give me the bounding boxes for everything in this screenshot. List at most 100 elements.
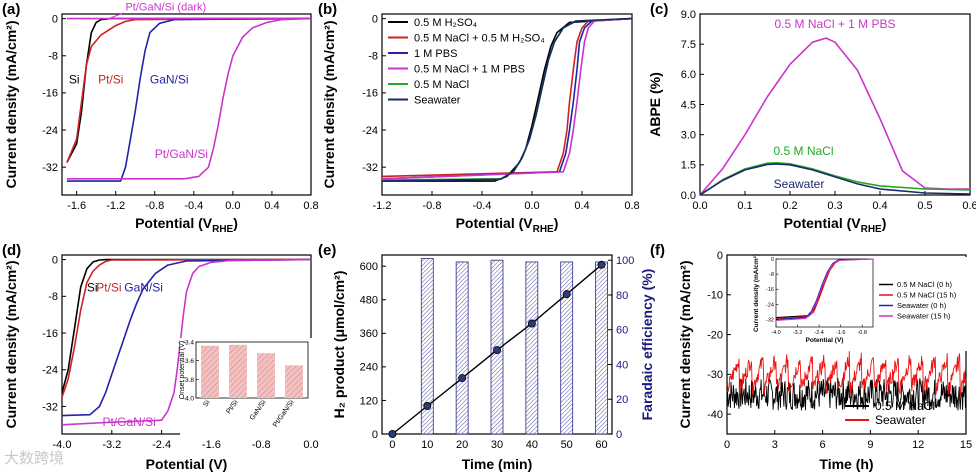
- x-tick-label: 0: [389, 439, 395, 451]
- inset-y-tick-label: -16: [766, 287, 774, 293]
- x-tick-label: 0.3: [827, 200, 842, 212]
- x-tick-label: 0.6: [962, 200, 976, 212]
- y-tick-label: 0.0: [681, 190, 696, 202]
- series-line: [66, 17, 311, 163]
- faradaic-bar: [560, 261, 574, 435]
- series-line: [61, 258, 312, 417]
- y-right-axis-label: Faradaic efficiency (%): [639, 269, 655, 421]
- y-right-tick-label: 0: [616, 429, 622, 441]
- x-tick-label: 30: [491, 439, 503, 451]
- series-line: [61, 258, 312, 398]
- h2-product-point: [492, 346, 501, 355]
- y-tick-label: -32: [42, 401, 58, 413]
- series-line: [61, 258, 312, 426]
- inset-bar: [229, 344, 247, 398]
- inset-category-label: Si: [202, 399, 212, 408]
- inset-y-axis-label: Current density (mA/cm²): [753, 254, 760, 332]
- y-tick-label: 1.5: [681, 160, 696, 172]
- inset-x-tick-label: -4.0: [771, 330, 780, 336]
- y-tick-label: -10: [707, 290, 723, 302]
- plot-frame: [699, 13, 971, 196]
- x-tick-label: 0.5: [917, 200, 932, 212]
- y-tick-label: 7.5: [681, 39, 696, 51]
- series-label-pbs: 0.5 M NaCl + 1 M PBS: [774, 17, 895, 31]
- x-tick-label: 12: [912, 439, 924, 451]
- y-tick-label: 600: [360, 261, 378, 273]
- y-tick-label: -32: [42, 162, 58, 174]
- x-tick-label: -0.8: [145, 200, 164, 212]
- inset-legend-label: Seawater (0 h): [897, 301, 947, 310]
- faradaic-bar: [595, 261, 608, 435]
- faradaic-bar: [420, 258, 434, 435]
- series-label-si: Si: [69, 73, 80, 87]
- h2-product-point: [597, 260, 606, 269]
- x-tick-label: -3.2: [102, 439, 121, 451]
- x-tick-label: 40: [526, 439, 538, 451]
- series-line: [381, 17, 633, 178]
- x-tick-label: -2.4: [152, 439, 171, 451]
- legend-label: Seawater: [414, 95, 461, 107]
- x-tick-label: -1.2: [373, 200, 392, 212]
- series-label-nacl: 0.5 M NaCl: [773, 144, 833, 158]
- x-tick-label: 0.0: [303, 439, 318, 451]
- chart-b: -1.2 -0.8 -0.4 0.0 0.4 0.8 0 -8 -16 -24 -32 Potenti…: [321, 13, 640, 235]
- y-tick-label: -30: [707, 369, 723, 381]
- watermark-text: 大数跨境: [4, 449, 65, 467]
- inset-series-line: [775, 258, 874, 321]
- y-right-tick-label: 40: [616, 359, 628, 371]
- x-tick-label: 0.1: [737, 200, 752, 212]
- y-tick-label: 0: [717, 250, 723, 262]
- y-tick-label: 0: [52, 254, 58, 266]
- panel-label: (c): [650, 1, 668, 18]
- series-line: [726, 351, 967, 397]
- panel-label: (d): [2, 242, 21, 259]
- y-axis-label: ABPE (%): [647, 72, 663, 137]
- y-tick-label: 3.0: [681, 130, 696, 142]
- inset-bar: [285, 365, 303, 398]
- inset-y-tick-label: -3.4: [183, 340, 195, 347]
- series-line: [381, 17, 633, 182]
- series-line: [381, 17, 633, 180]
- inset-y-axis-label: Onset potential (V): [179, 341, 186, 399]
- series-line: [66, 17, 312, 182]
- inset-y-tick-label: -8: [769, 272, 774, 278]
- x-tick-label: 0.0: [225, 200, 240, 212]
- series-label-gansi: GaN/Si: [124, 281, 163, 295]
- y-tick-label: -8: [368, 51, 378, 63]
- y-right-tick-label: 60: [616, 325, 628, 337]
- x-tick-label: -1.2: [106, 200, 125, 212]
- series-label-ptgansi: Pt/GaN/Si: [102, 415, 155, 429]
- chart-a: -1.6 -1.2 -0.8 -0.4 0.0 0.4 0.8 0 -8 -16 -24 -32 Pot…: [3, 1, 319, 235]
- y-tick-label: 6.0: [681, 69, 696, 81]
- y-axis-label: Current density (mA/cm²): [321, 20, 337, 188]
- h2-product-point: [423, 402, 432, 411]
- inset-onset-chart: Si Pt/Si GaN/Si Pt/GaN/Si-3.4-3.6-3.8-4.0On…: [179, 338, 312, 436]
- h2-product-point: [388, 429, 397, 438]
- inset-legend-label: 0.5 M NaCl (0 h): [897, 280, 953, 289]
- inset-x-axis-label: Potential (V): [806, 337, 844, 344]
- legend-label: 0.5 M H₂SO₄: [414, 17, 478, 29]
- x-axis-label: Potential (VRHE): [135, 215, 238, 235]
- x-axis-label: Potential (V): [146, 456, 228, 472]
- series-line: [66, 17, 312, 163]
- y-tick-label: -20: [707, 329, 723, 341]
- inset-y-tick-label: -4.0: [183, 396, 195, 403]
- y-tick-label: -40: [707, 409, 723, 421]
- inset-y-tick-label: 0: [771, 257, 774, 263]
- series-line: [66, 17, 312, 180]
- x-tick-label: -0.8: [252, 439, 271, 451]
- x-tick-label: 3: [772, 439, 778, 451]
- y-tick-label: 0: [372, 429, 378, 441]
- chart-c: 0.0 0.1 0.2 0.3 0.4 0.5 0.6 0.0 1.5 3.0 4.5 6.0 7.5 9…: [647, 9, 976, 235]
- inset-bar: [257, 353, 275, 398]
- y-tick-label: 240: [360, 362, 378, 374]
- x-tick-label: -4.0: [53, 439, 72, 451]
- y-axis-label: Current density (mA/cm²): [3, 260, 19, 428]
- chart-e: 0 10 20 30 40 50 60012024036048060002040608010…: [331, 254, 655, 472]
- y-tick-label: 360: [360, 328, 378, 340]
- y-tick-label: 0: [372, 13, 378, 25]
- annotation-arrow: [110, 12, 124, 19]
- x-tick-label: 0.8: [303, 200, 318, 212]
- y-tick-label: -24: [42, 125, 58, 137]
